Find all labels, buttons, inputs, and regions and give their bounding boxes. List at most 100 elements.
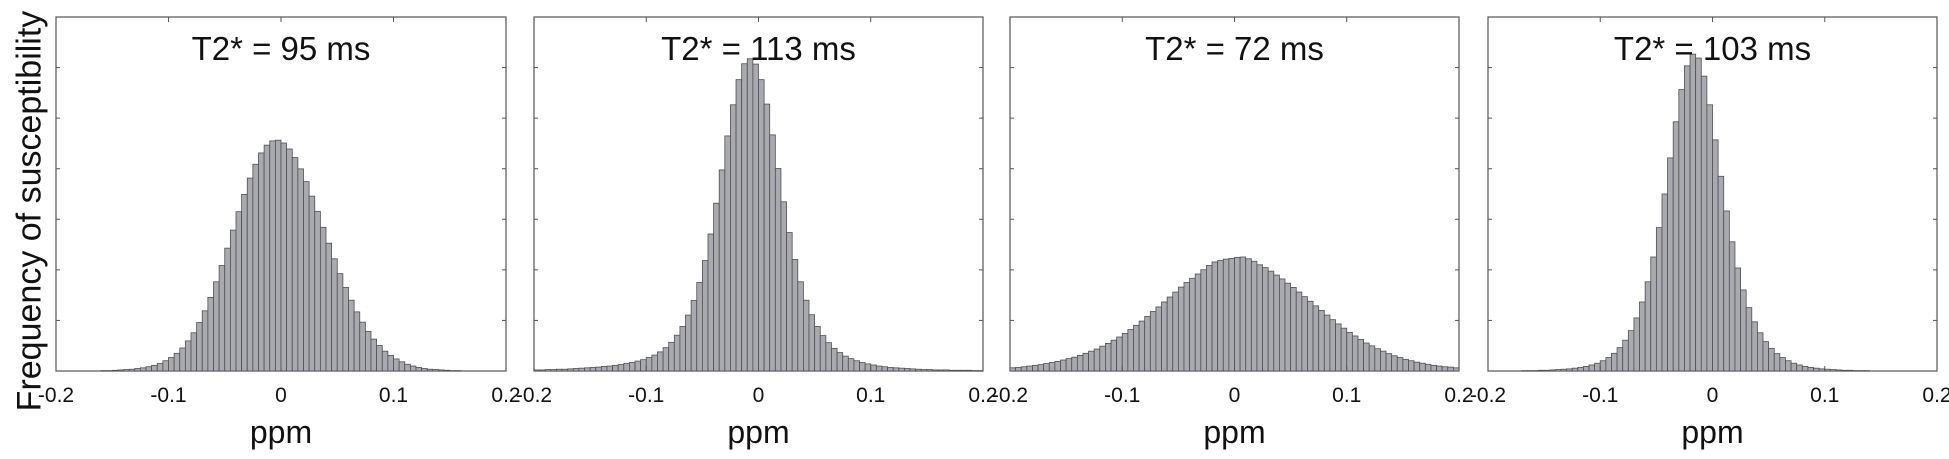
histogram-bar: [808, 314, 816, 372]
x-tick-label: 0: [1707, 384, 1719, 407]
histogram-bar: [1093, 348, 1101, 372]
x-tick-label: 0: [275, 384, 287, 407]
histogram-bar: [904, 368, 911, 372]
histogram-panel-1: -0.2 -0.1 0 0.1 0.2 T2* = 95 ms ppm: [38, 16, 521, 450]
histogram-bar: [1026, 365, 1033, 372]
histogram-bar: [831, 347, 838, 372]
histogram-bar: [117, 369, 124, 372]
histogram-bar: [1133, 324, 1140, 372]
histogram-bar: [123, 369, 130, 372]
x-tick-label: -0.1: [1582, 384, 1618, 407]
histogram-bar: [449, 370, 456, 372]
histogram-bar: [1116, 336, 1123, 372]
histogram-bar: [207, 296, 214, 372]
histogram-bar: [1385, 353, 1393, 372]
histogram-bar: [797, 281, 804, 372]
histogram-bar: [376, 345, 383, 372]
histogram-bar: [1099, 345, 1106, 372]
histogram-bar: [393, 358, 400, 372]
histogram-bar: [1211, 261, 1219, 372]
histogram-bar: [550, 369, 557, 372]
histogram-bar: [657, 351, 664, 372]
histogram-bar: [190, 332, 198, 372]
histogram-bar: [1015, 367, 1022, 372]
histogram-bar: [224, 247, 231, 372]
histogram-bar: [954, 369, 961, 372]
histogram-bar: [1312, 305, 1320, 372]
histogram-bar: [1351, 335, 1359, 372]
histogram-bar: [1363, 342, 1370, 372]
histogram-bar: [1065, 358, 1073, 372]
x-axis-label: ppm: [250, 414, 312, 450]
x-axis-label: ppm: [727, 414, 789, 450]
histogram-bar: [634, 360, 642, 372]
histogram-bar: [1424, 363, 1432, 372]
histogram-bar: [1560, 368, 1567, 372]
histogram-bar: [1447, 366, 1454, 372]
histogram-bar: [1166, 296, 1174, 372]
histogram-bar: [1538, 369, 1545, 372]
histogram-bar: [769, 134, 776, 372]
histogram-bar: [1852, 370, 1859, 372]
histogram-bar: [421, 368, 428, 372]
x-tick-label: 0.1: [856, 384, 885, 407]
histogram-bar: [1441, 366, 1449, 372]
histogram-bar: [948, 369, 956, 372]
histogram-bar: [1228, 258, 1235, 372]
histogram-bar: [139, 367, 147, 372]
histogram-bar: [1633, 317, 1640, 372]
histogram-bar: [1700, 75, 1708, 372]
histogram-bar: [1526, 370, 1534, 372]
histogram-bar: [1279, 278, 1286, 372]
histogram-bar: [184, 340, 192, 372]
histogram-bar: [1678, 89, 1685, 372]
histogram-bar: [864, 363, 872, 372]
histogram-bar: [1728, 241, 1736, 372]
histogram-bar: [842, 355, 849, 372]
x-tick-label: -0.2: [516, 384, 552, 407]
histogram-bar: [1661, 193, 1669, 372]
x-tick-label: 0.1: [1332, 384, 1361, 407]
histogram-bar: [1413, 361, 1421, 372]
histogram-bar: [359, 321, 366, 372]
histogram-bar: [926, 369, 933, 372]
histogram-bar: [544, 369, 552, 372]
histogram-bar: [1284, 282, 1292, 372]
histogram-bar: [404, 363, 411, 372]
histogram-bar: [1644, 281, 1652, 372]
histogram-bar: [943, 369, 950, 372]
histogram-bar: [1250, 260, 1258, 372]
chart-title: T2* = 72 ms: [1145, 30, 1324, 67]
histogram-bar: [1829, 369, 1837, 372]
histogram-bar: [1144, 316, 1151, 372]
x-tick-label: 0.2: [1444, 384, 1473, 407]
histogram-bar: [1262, 267, 1269, 372]
histogram-bar: [1863, 370, 1871, 372]
histogram-bar: [106, 370, 113, 372]
histogram-bar: [156, 363, 164, 372]
histogram-bar: [1566, 368, 1573, 372]
histogram-bar: [920, 369, 928, 372]
histogram-bar: [1757, 332, 1764, 372]
histogram-bar: [600, 365, 608, 372]
histogram-bar: [1627, 330, 1635, 372]
histogram-bar: [1723, 210, 1730, 372]
histogram-bar: [589, 367, 597, 372]
histogram-bar: [1734, 267, 1741, 372]
x-tick-label: -0.2: [992, 384, 1028, 407]
x-tick-label: -0.1: [150, 384, 186, 407]
histogram-bar: [662, 347, 670, 372]
histogram-bar: [1818, 368, 1826, 372]
histogram-bar: [1402, 358, 1409, 372]
histogram-bar: [1543, 369, 1551, 372]
histogram-bar: [409, 365, 417, 372]
histogram-bar: [1217, 260, 1224, 372]
histogram-bar: [735, 79, 743, 372]
histogram-bar: [1391, 355, 1398, 372]
histogram-bar: [976, 370, 984, 372]
histogram-bar: [196, 322, 203, 372]
histogram-bar: [426, 368, 434, 372]
histogram-bar: [1127, 329, 1134, 372]
histogram-bar: [1740, 289, 1747, 372]
